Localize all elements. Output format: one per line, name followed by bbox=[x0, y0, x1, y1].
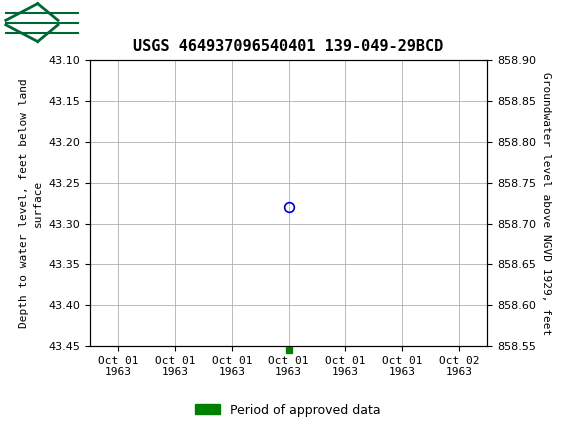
Y-axis label: Depth to water level, feet below land
surface: Depth to water level, feet below land su… bbox=[19, 78, 43, 328]
Bar bbox=[5, 3, 80, 42]
Text: USGS 464937096540401 139-049-29BCD: USGS 464937096540401 139-049-29BCD bbox=[133, 39, 443, 54]
Y-axis label: Groundwater level above NGVD 1929, feet: Groundwater level above NGVD 1929, feet bbox=[542, 71, 552, 335]
Legend: Period of approved data: Period of approved data bbox=[190, 399, 386, 421]
Text: USGS: USGS bbox=[96, 14, 151, 31]
